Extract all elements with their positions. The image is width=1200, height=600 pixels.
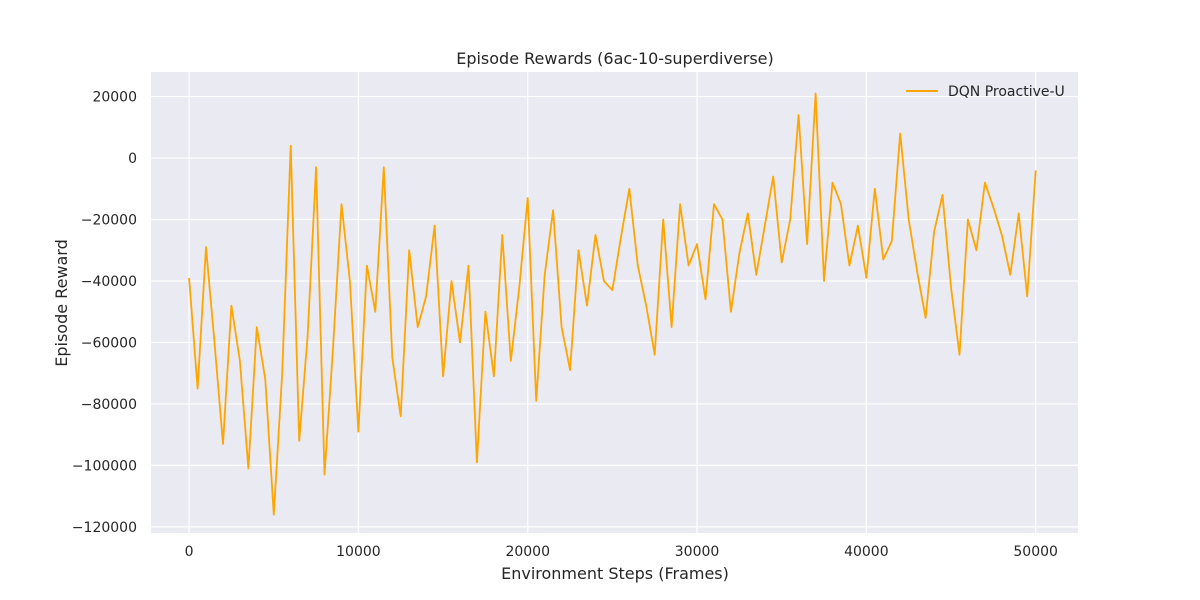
y-tick-label: 20000 xyxy=(92,90,137,106)
y-tick-label: 0 xyxy=(128,151,137,167)
x-axis-label: Environment Steps (Frames) xyxy=(501,564,729,583)
legend-label: DQN Proactive-U xyxy=(948,84,1065,100)
series-line xyxy=(188,92,1037,516)
x-tick-label: 10000 xyxy=(336,544,381,560)
series-lines xyxy=(188,92,1037,516)
grid-lines xyxy=(151,72,1078,533)
x-tick-label: 0 xyxy=(185,544,194,560)
x-tick-label: 50000 xyxy=(1013,544,1058,560)
x-tick-label: 20000 xyxy=(505,544,550,560)
x-tick-label: 30000 xyxy=(675,544,720,560)
y-tick-label: −100000 xyxy=(72,458,137,474)
y-tick-label: −60000 xyxy=(81,335,137,351)
plot-area xyxy=(151,72,1078,533)
x-tick-label: 40000 xyxy=(844,544,889,560)
y-tick-label: −120000 xyxy=(72,520,137,536)
y-tick-label: −40000 xyxy=(81,274,137,290)
y-tick-label: −20000 xyxy=(81,213,137,229)
y-tick-labels: −120000 −100000 −80000 −60000 −40000 −20000 0 2… xyxy=(72,90,137,536)
legend: DQN Proactive-U xyxy=(906,84,1065,100)
x-tick-labels: 0 10000 20000 30000 40000 50000 xyxy=(185,544,1058,560)
y-axis-label: Episode Reward xyxy=(52,239,71,367)
y-tick-label: −80000 xyxy=(81,397,137,413)
chart-title: Episode Rewards (6ac-10-superdiverse) xyxy=(456,49,774,68)
